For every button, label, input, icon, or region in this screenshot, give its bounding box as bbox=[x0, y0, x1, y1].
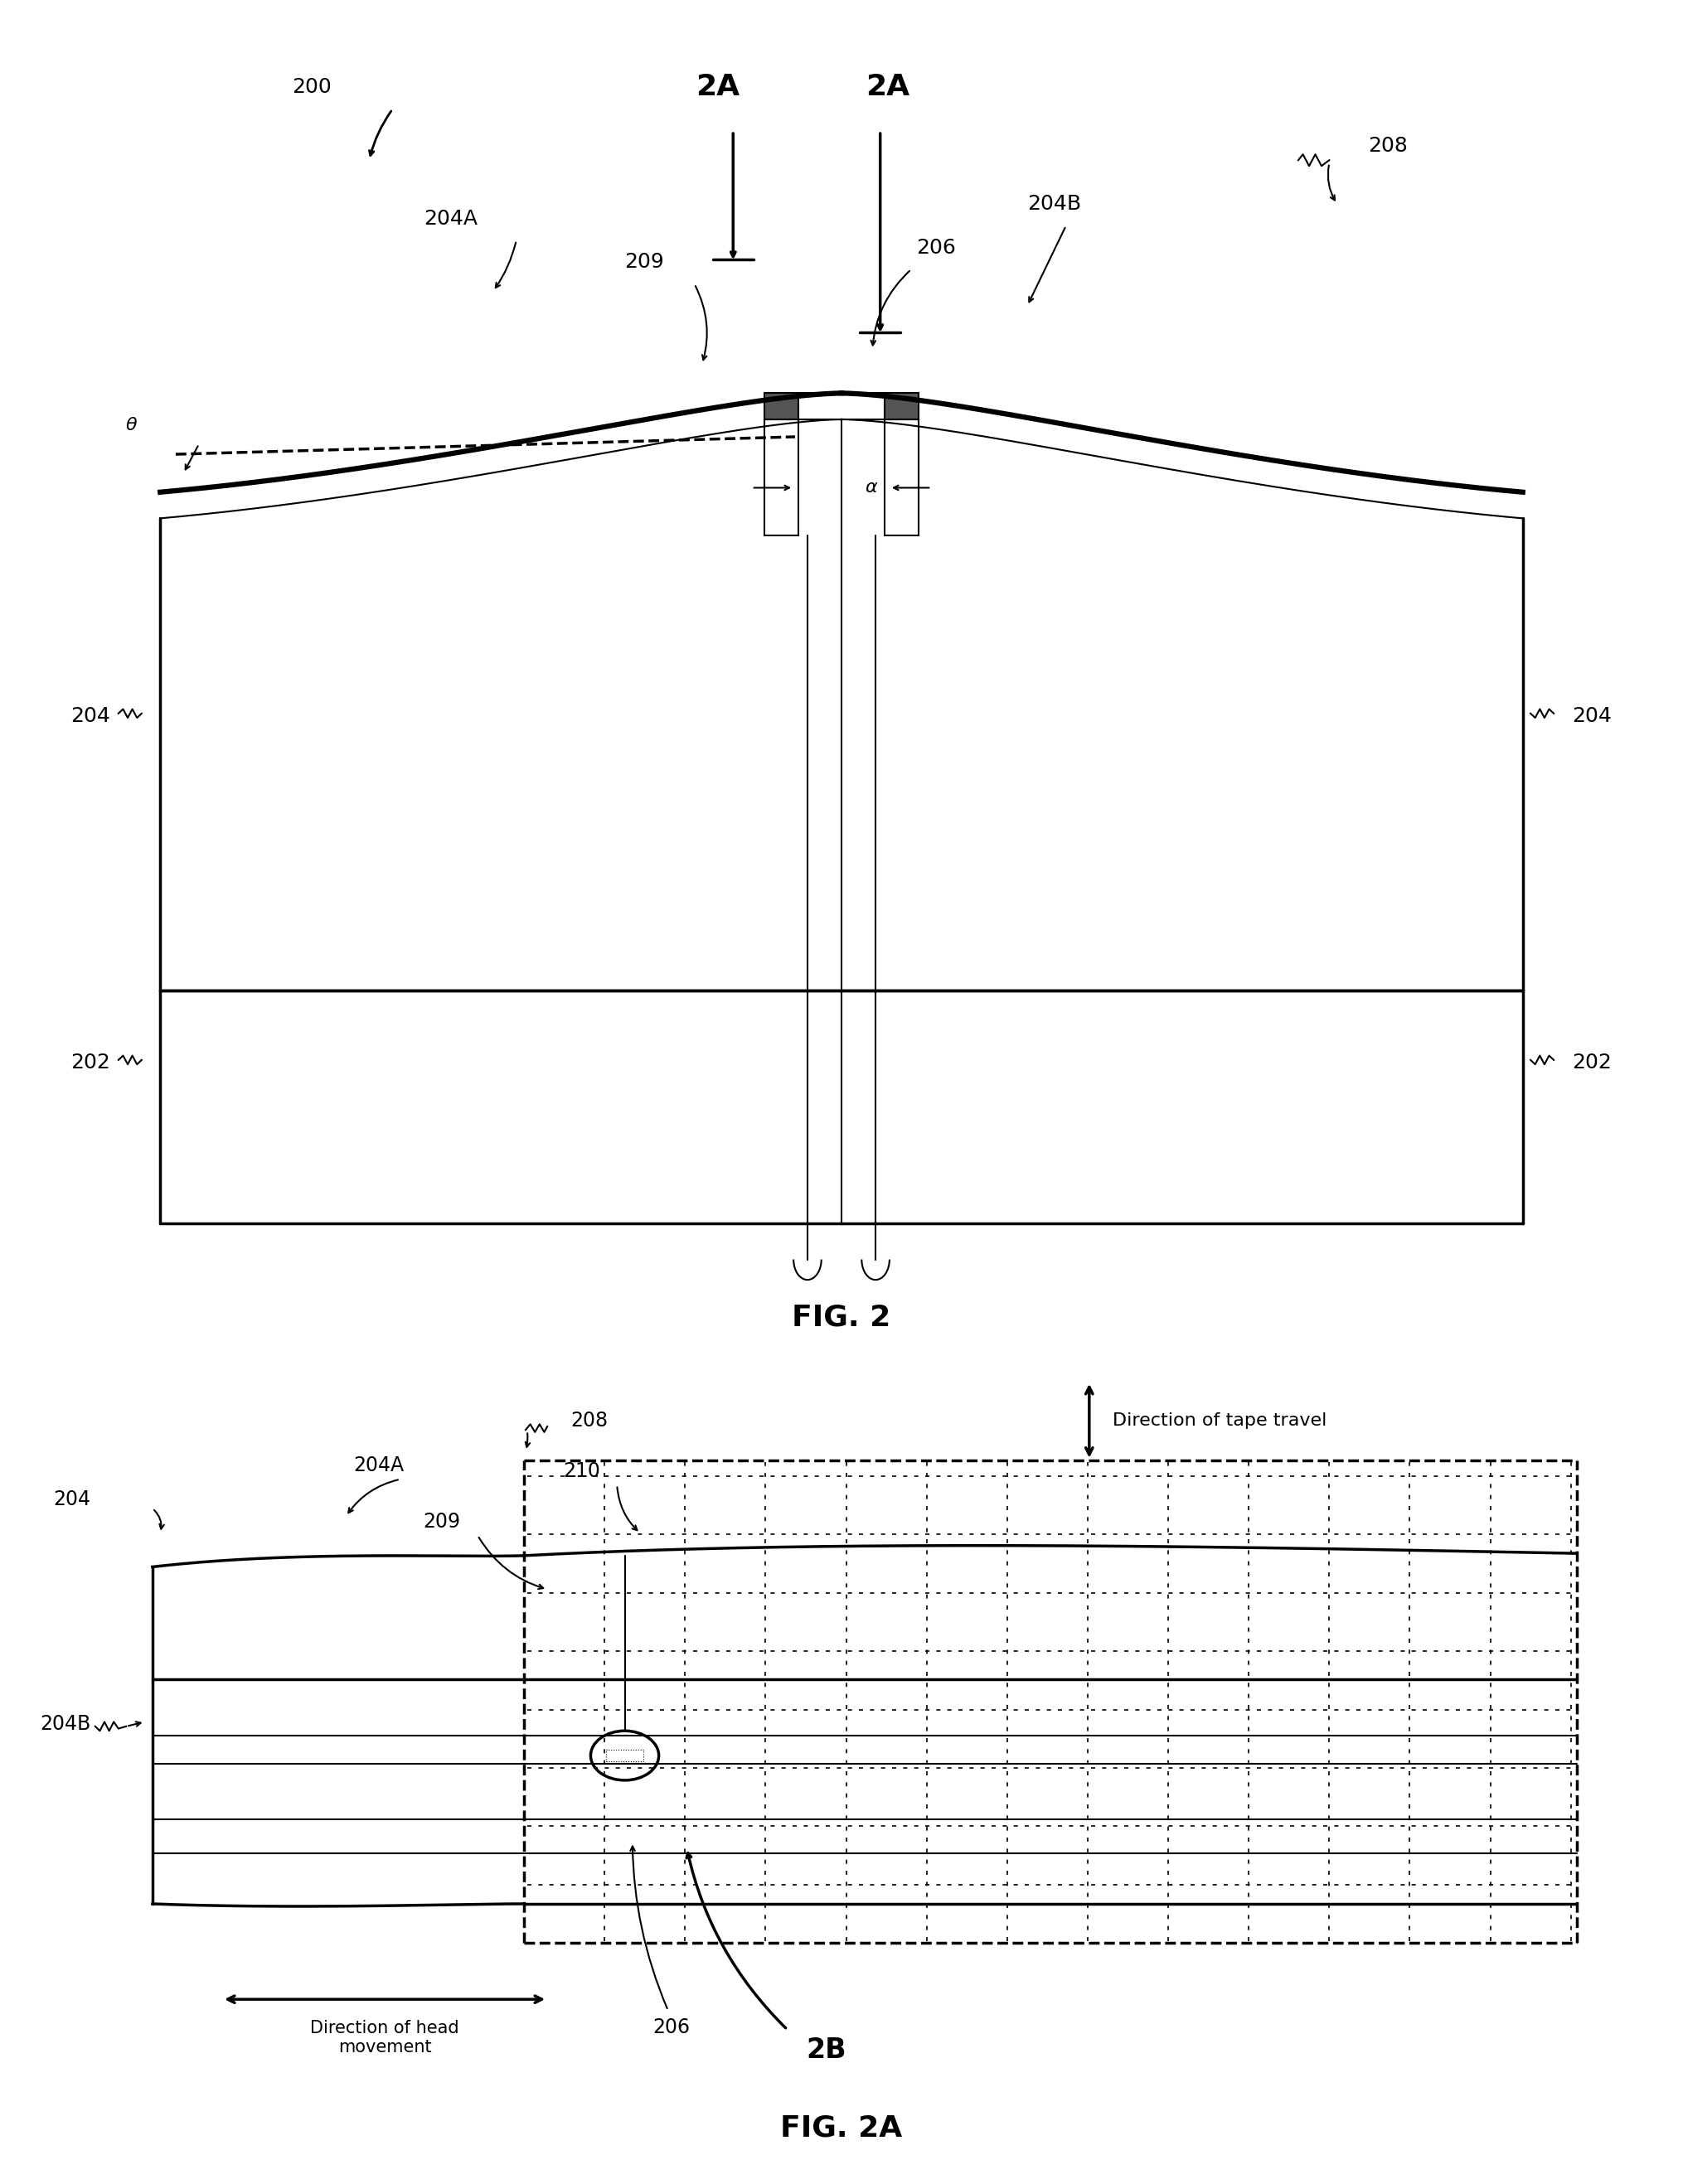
Text: 208: 208 bbox=[571, 1411, 608, 1431]
Text: 204: 204 bbox=[1572, 705, 1612, 727]
Text: FIG. 2A: FIG. 2A bbox=[781, 2114, 902, 2143]
Bar bbox=[885, 393, 919, 419]
Bar bbox=[764, 419, 798, 535]
Text: 204A: 204A bbox=[353, 1457, 404, 1476]
Text: 206: 206 bbox=[653, 2018, 690, 2038]
Text: FIG. 2: FIG. 2 bbox=[793, 1304, 890, 1332]
Bar bbox=[798, 393, 885, 419]
Text: 2A: 2A bbox=[867, 74, 911, 100]
Text: Direction of head
movement: Direction of head movement bbox=[310, 2020, 459, 2055]
Text: 208: 208 bbox=[1368, 135, 1407, 155]
Text: 209: 209 bbox=[624, 251, 665, 273]
Bar bbox=[885, 419, 919, 535]
Text: 204B: 204B bbox=[40, 1714, 91, 1734]
Text: 210: 210 bbox=[562, 1461, 601, 1481]
Text: θ: θ bbox=[126, 417, 136, 432]
Text: 202: 202 bbox=[71, 1053, 111, 1072]
Text: 2A: 2A bbox=[695, 74, 739, 100]
Text: Direction of tape travel: Direction of tape travel bbox=[1112, 1413, 1326, 1428]
Text: 204: 204 bbox=[71, 705, 111, 727]
Text: 202: 202 bbox=[1572, 1053, 1612, 1072]
Text: 204A: 204A bbox=[424, 207, 478, 229]
Bar bbox=[764, 393, 798, 419]
Bar bbox=[606, 1749, 643, 1760]
Text: 204: 204 bbox=[54, 1489, 91, 1509]
Text: 2B: 2B bbox=[806, 2035, 847, 2064]
Text: 209: 209 bbox=[424, 1511, 461, 1531]
Text: 200: 200 bbox=[291, 76, 332, 98]
Text: α: α bbox=[865, 480, 877, 496]
Text: 204B: 204B bbox=[1027, 194, 1080, 214]
Text: 206: 206 bbox=[916, 238, 956, 258]
